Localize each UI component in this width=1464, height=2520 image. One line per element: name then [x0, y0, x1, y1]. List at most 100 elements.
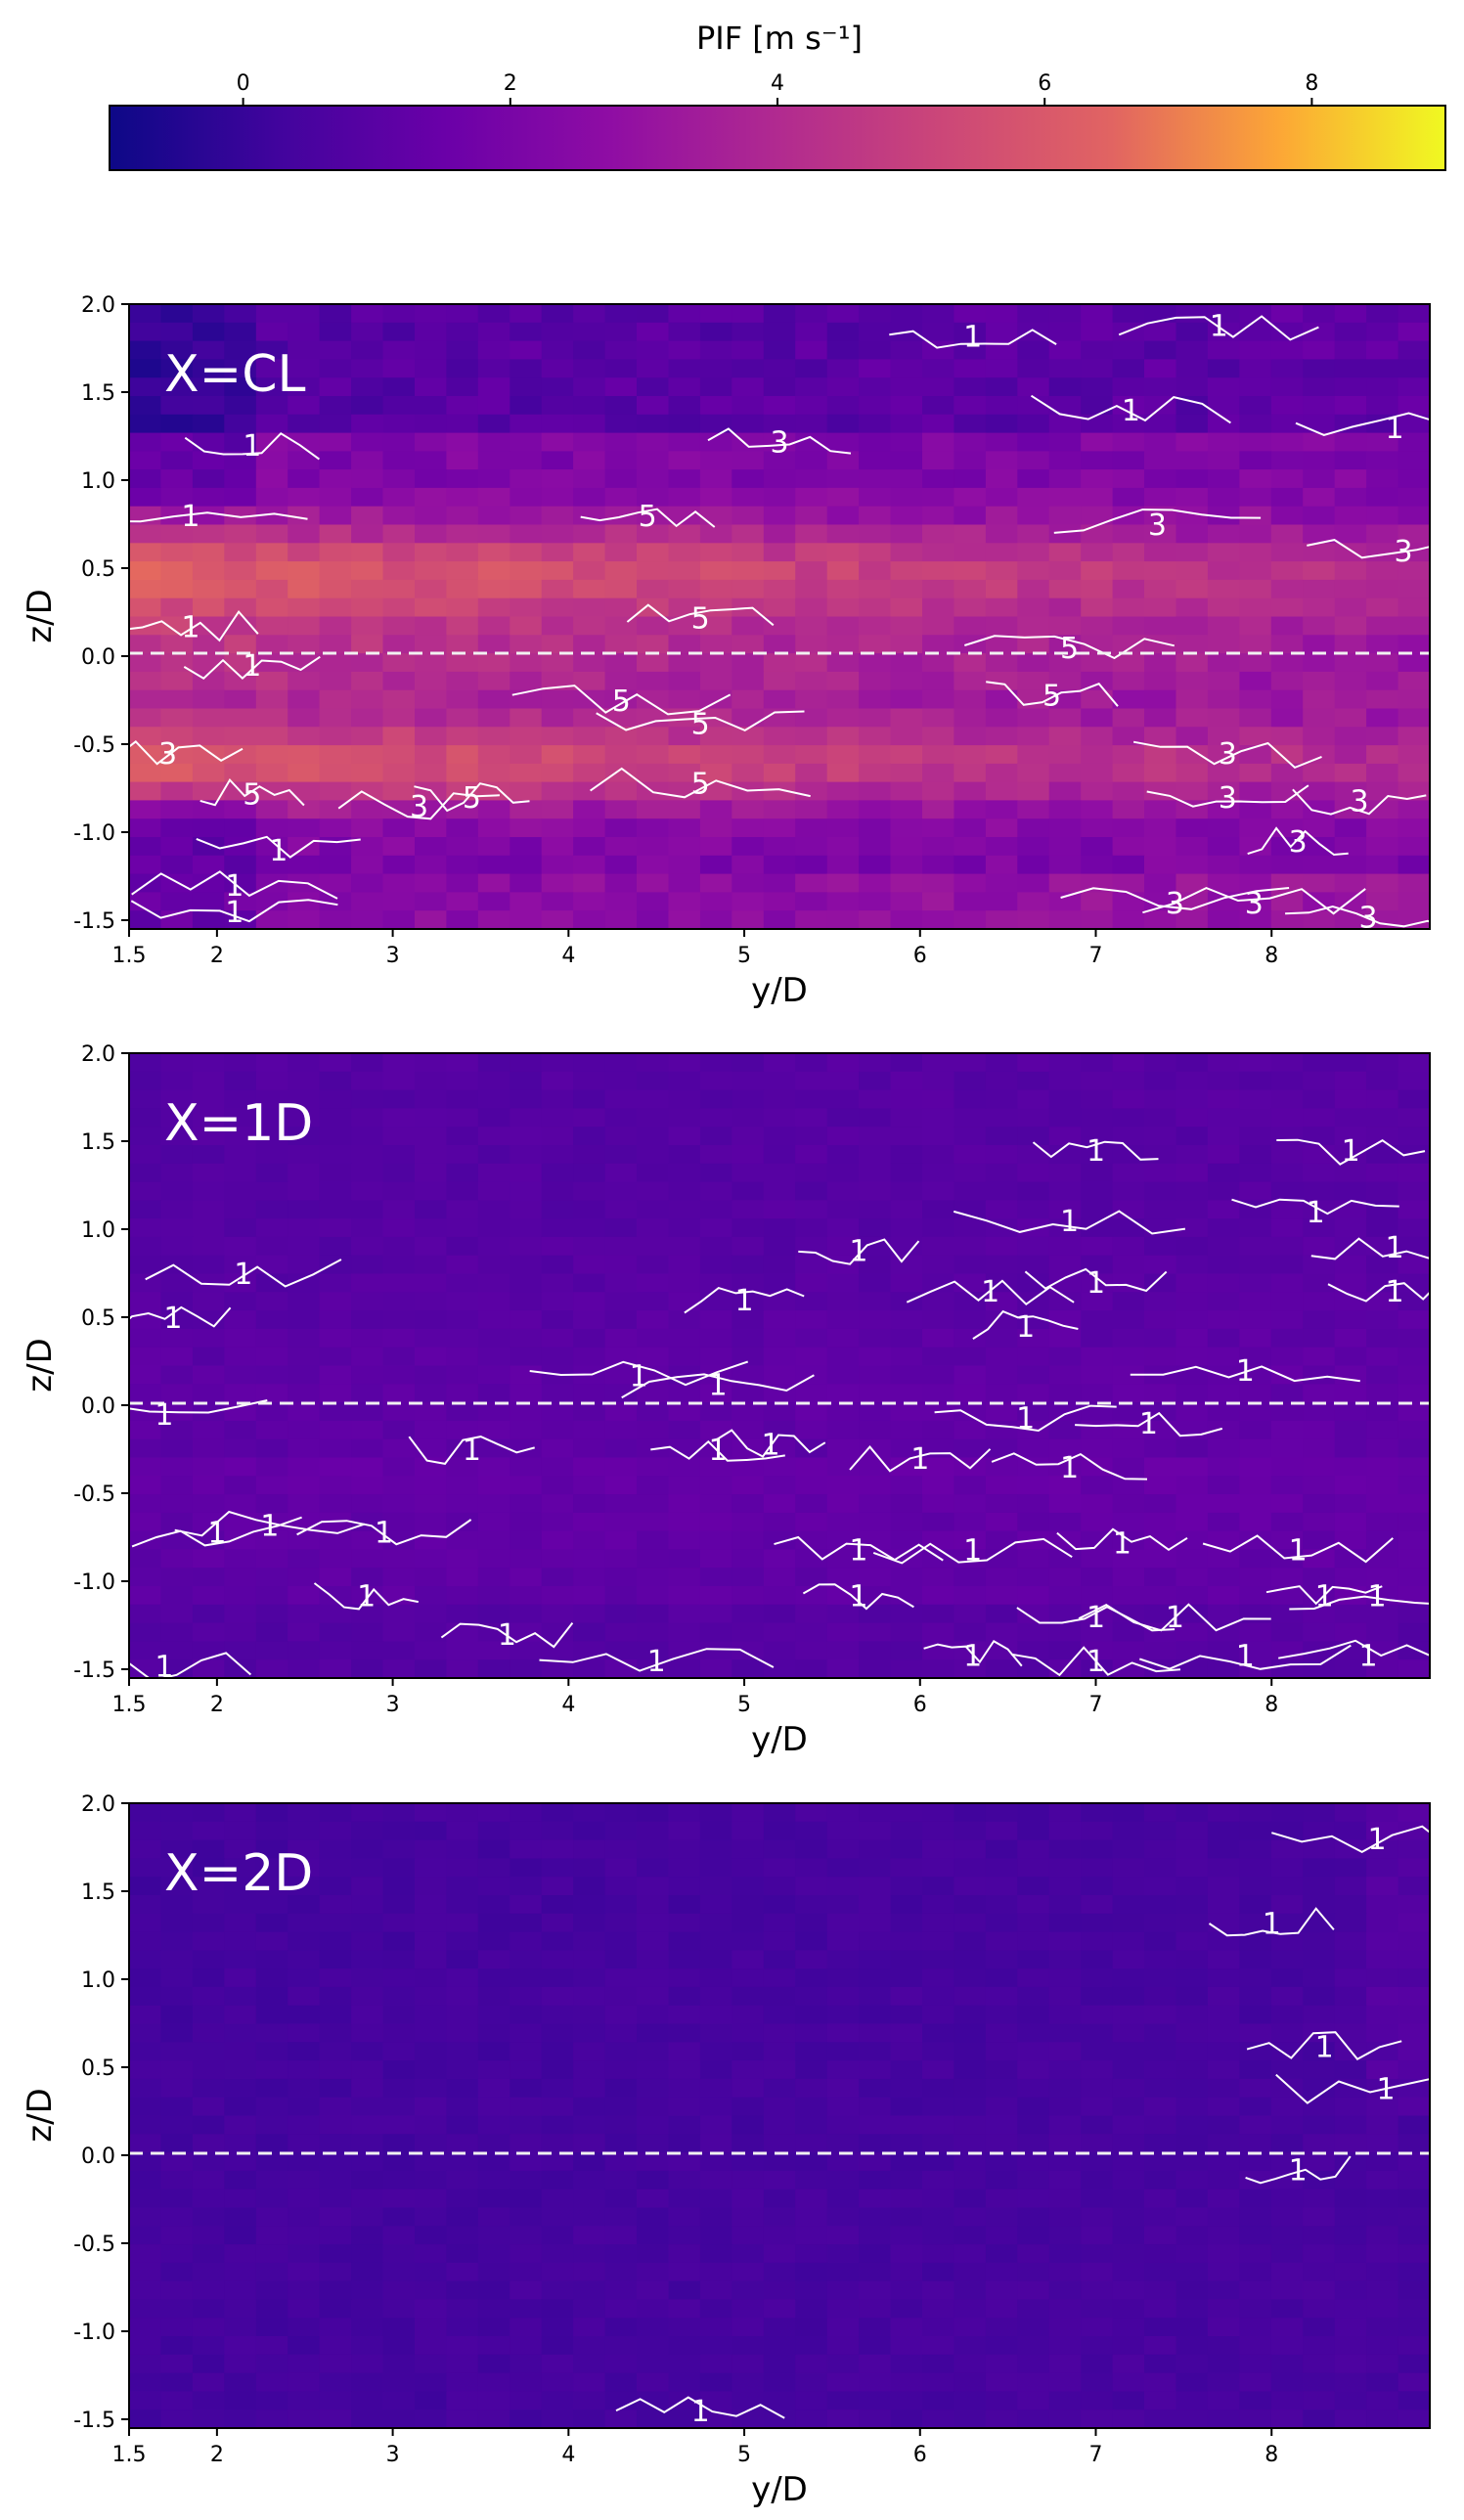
heatmap-cell: [763, 1986, 796, 2007]
heatmap-cell: [890, 1127, 923, 1146]
heatmap-cell: [763, 1292, 796, 1311]
contour-line: [1265, 1585, 1383, 1606]
heatmap-cell: [415, 1127, 447, 1146]
heatmap-cell: [890, 506, 923, 526]
heatmap-cell: [890, 1530, 923, 1550]
heatmap-cell: [351, 1402, 384, 1422]
heatmap-cell: [1303, 1402, 1336, 1422]
heatmap-cell: [1048, 414, 1082, 434]
heatmap-cell: [382, 873, 416, 893]
heatmap-cell: [192, 1586, 225, 1606]
heatmap-cell: [510, 2042, 543, 2061]
heatmap-cell: [826, 616, 860, 636]
heatmap-cell: [1017, 1512, 1050, 1532]
heatmap-cell: [922, 2336, 954, 2356]
heatmap-cell: [826, 745, 860, 765]
heatmap-cell: [510, 2188, 543, 2209]
x-tick-label: 6: [913, 2443, 927, 2467]
heatmap-cell: [1303, 340, 1336, 360]
heatmap-cell: [382, 1641, 416, 1660]
heatmap-cell: [1081, 1803, 1114, 1823]
heatmap-cell: [604, 1200, 638, 1219]
heatmap-cell: [763, 340, 796, 360]
contour-label: 5: [1060, 632, 1079, 666]
heatmap-cell: [1017, 1913, 1050, 1933]
heatmap-cell: [1366, 1200, 1399, 1219]
heatmap-cell: [795, 2372, 828, 2392]
heatmap-cell: [1081, 2134, 1114, 2153]
heatmap-cell: [954, 579, 987, 599]
heatmap-cell: [699, 432, 732, 452]
heatmap-cell: [477, 1604, 510, 1624]
heatmap-cell: [699, 1968, 732, 1988]
heatmap-cell: [1207, 1950, 1240, 1969]
heatmap-cell: [573, 2023, 606, 2043]
heatmap-cell: [1303, 2042, 1336, 2061]
heatmap-cell: [129, 1858, 161, 1878]
heatmap-cell: [160, 1255, 194, 1275]
heatmap-cell: [890, 1950, 923, 1969]
contour-label: 1: [691, 2395, 710, 2429]
heatmap-cell: [1303, 800, 1336, 819]
heatmap-cell: [954, 1218, 987, 1238]
heatmap-cell: [160, 1530, 194, 1550]
heatmap-cell: [985, 2134, 1018, 2153]
heatmap-cell: [288, 910, 321, 930]
heatmap-cell: [255, 781, 288, 801]
heatmap-cell: [763, 837, 796, 857]
heatmap-cell: [1270, 1438, 1304, 1459]
heatmap-cell: [1366, 2409, 1399, 2429]
heatmap-cell: [129, 2152, 161, 2172]
heatmap-cell: [1270, 800, 1304, 819]
heatmap-cell: [541, 763, 574, 783]
heatmap-cell: [637, 708, 669, 728]
heatmap-cell: [541, 1384, 574, 1403]
heatmap-cell: [351, 1053, 384, 1073]
contour-label: 5: [691, 768, 710, 802]
heatmap-cell: [890, 340, 923, 360]
x-tick-label: 7: [1089, 1693, 1103, 1717]
heatmap-cell: [922, 708, 954, 728]
heatmap-cell: [1081, 414, 1114, 434]
contour-label: 1: [1263, 1907, 1281, 1941]
heatmap-cell: [319, 1457, 352, 1477]
heatmap-cell: [1270, 1089, 1304, 1109]
y-axis-label: z/D: [21, 2088, 60, 2142]
contour-line: [1310, 1237, 1464, 1260]
heatmap-cell: [541, 1839, 574, 1859]
heatmap-cell: [732, 800, 765, 819]
heatmap-cell: [1207, 340, 1240, 360]
heatmap-cell: [319, 396, 352, 416]
heatmap-cell: [1081, 1292, 1114, 1311]
heatmap-cell: [1048, 1986, 1082, 2007]
heatmap-cell: [288, 1913, 321, 1933]
heatmap-cell: [1334, 708, 1367, 728]
heatmap-cell: [1397, 1457, 1431, 1477]
heatmap-cell: [954, 1622, 987, 1642]
heatmap-cell: [224, 2354, 257, 2374]
heatmap-cell: [255, 2409, 288, 2429]
heatmap-cell: [255, 2262, 288, 2282]
heatmap-cell: [1207, 1622, 1240, 1642]
heatmap-cell: [1081, 1913, 1114, 1933]
heatmap-cell: [1270, 1512, 1304, 1532]
heatmap-cell: [699, 2005, 732, 2025]
heatmap-cell: [1397, 2244, 1431, 2264]
heatmap-cell: [1303, 1622, 1336, 1642]
heatmap-cell: [1366, 1365, 1399, 1385]
heatmap-cell: [1112, 1604, 1145, 1624]
heatmap-cell: [573, 1127, 606, 1146]
heatmap-cell: [985, 1089, 1018, 1109]
heatmap-cell: [192, 2244, 225, 2264]
heatmap-cell: [732, 1384, 765, 1403]
heatmap-cell: [541, 1821, 574, 1841]
heatmap-cell: [288, 2115, 321, 2135]
heatmap-cell: [954, 818, 987, 838]
heatmap-cell: [573, 1586, 606, 1606]
heatmap-cell: [1397, 1950, 1431, 1969]
heatmap-cell: [1334, 2170, 1367, 2190]
contour-line: [1246, 2031, 1402, 2060]
heatmap-cell: [826, 1255, 860, 1275]
x-axis-label: y/D: [751, 971, 808, 1010]
